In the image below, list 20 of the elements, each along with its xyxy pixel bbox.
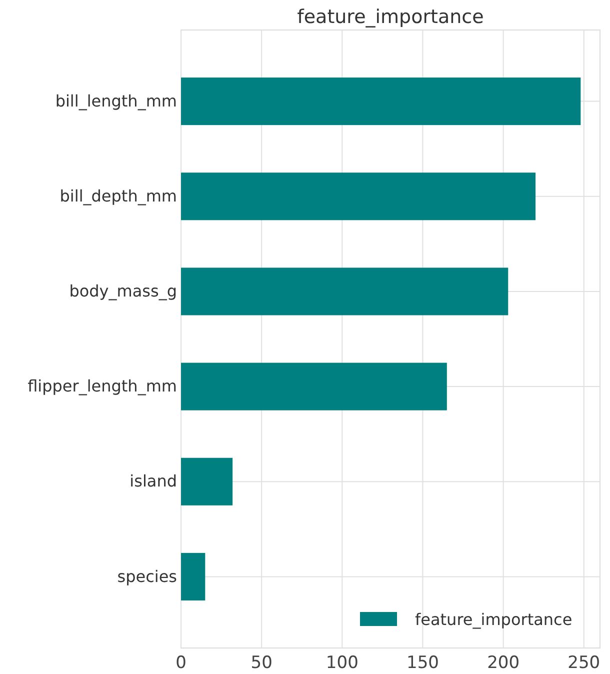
bar (181, 458, 233, 506)
y-tick-label: flipper_length_mm (28, 376, 177, 396)
legend-label: feature_importance (415, 610, 572, 629)
x-tick-label: 150 (406, 653, 439, 674)
y-tick-label: bill_length_mm (55, 91, 177, 110)
x-tick-label: 100 (326, 653, 358, 674)
bar (181, 268, 508, 316)
bar (181, 552, 206, 600)
y-tick-label: island (130, 472, 177, 491)
x-tick-label: 200 (487, 653, 520, 674)
bar (181, 78, 581, 126)
y-tick-label: species (117, 566, 177, 586)
x-tick-label: 50 (250, 653, 272, 674)
x-tick-label: 0 (176, 653, 186, 674)
y-tick-label: body_mass_g (69, 282, 177, 301)
bar (181, 362, 447, 410)
y-tick-label: bill_depth_mm (60, 186, 177, 206)
chart-title: feature_importance (297, 6, 484, 28)
bar (181, 172, 536, 220)
x-tick-label: 250 (568, 653, 600, 674)
